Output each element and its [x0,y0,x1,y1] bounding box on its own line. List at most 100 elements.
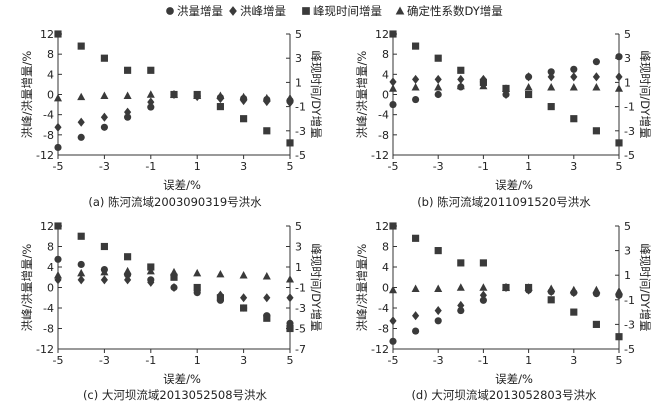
panel-caption: (b) 陈河流域2011091520号洪水 [417,195,591,209]
x-axis-label: 误差/% [163,372,201,386]
x-tick-label: 5 [287,160,294,173]
data-point-diamond [286,293,294,303]
data-point-circle [124,113,132,121]
data-point-triangle [146,90,155,98]
data-point-circle [592,58,600,66]
data-point-circle [77,133,85,141]
y-right-tick-label: -1 [624,101,635,114]
y-left-axis-label: 洪峰/洪量增量/% [355,51,369,139]
data-point-triangle [285,93,295,102]
data-point-triangle [614,286,624,295]
chart-panels: -5 -3 -1 1 3 5 -12 -8 -4 0 4 8 12 -5 -3 -1 1 3 5 洪峰/洪量增量/% 峰… [20,28,652,402]
data-point-triangle [434,284,443,292]
x-tick-label: 3 [240,354,247,367]
data-point-triangle [216,91,225,99]
data-point-square [77,232,85,240]
y-left-tick-label: 8 [382,241,389,254]
y-right-tick-label: 3 [624,245,631,258]
y-left-tick-label: 4 [47,261,54,274]
x-tick-label: -1 [145,354,156,367]
panel-caption: (d) 大河坝流域2013052803号洪水 [411,388,597,402]
data-point-triangle [262,272,271,280]
y-right-tick-label: -1 [624,294,635,307]
data-point-square [216,294,224,302]
data-point-diamond [170,282,178,293]
data-point-diamond [479,290,487,300]
y-left-tick-label: -4 [378,302,389,315]
y-right-tick-label: 1 [624,269,631,282]
y-left-tick-label: -8 [378,129,389,142]
y-left-tick-label: -4 [43,109,54,122]
data-point-square [147,66,155,74]
data-point-diamond [434,306,442,316]
chart-panel: -5 -3 -1 1 3 5 -12 -8 -4 0 4 8 12 -5 -3 -1 1 3 5 洪峰/洪量增量/% 峰… [20,28,323,209]
data-point-square [240,304,248,312]
x-tick-label: -3 [99,354,110,367]
data-point-diamond [434,74,442,84]
legend: 洪量增量 洪峰增量 峰现时间增量 确定性系数DY增量 [166,4,503,18]
data-point-triangle [524,83,533,91]
data-point-circle [434,317,442,325]
data-point-circle [389,101,397,109]
legend-marker-square [302,7,310,15]
data-point-triangle [100,267,109,276]
data-point-triangle [456,283,465,291]
x-tick-label: -3 [99,160,110,173]
data-point-square [615,139,623,147]
data-point-triangle [262,93,271,102]
data-point-circle [434,90,442,99]
data-point-square [615,333,623,341]
legend-marker-diamond [229,6,237,16]
y-right-axis-label: 峰现时间/DY增量 [309,243,323,331]
data-point-triangle [123,266,132,275]
y-right-tick-label: 1 [624,76,631,89]
x-tick-label: -3 [433,160,444,173]
data-point-triangle [193,91,202,99]
y-right-tick-label: 5 [295,220,302,233]
data-point-circle [54,143,62,152]
x-tick-label: 3 [570,354,577,367]
data-point-square [547,296,555,304]
x-tick-label: -1 [478,160,489,173]
data-point-circle [615,53,623,61]
y-left-tick-label: 0 [47,282,54,295]
y-right-tick-label: -7 [295,343,306,356]
y-right-tick-label: -5 [295,323,306,336]
data-point-triangle [479,283,488,291]
y-left-tick-label: 0 [382,89,389,102]
y-right-tick-label: -5 [295,149,306,162]
data-point-diamond [525,72,533,82]
data-point-diamond [124,275,132,285]
data-point-circle [570,65,578,73]
chart-panel: -5 -3 -1 1 3 5 -12 -8 -4 0 4 8 12 -7 -5 -3 -1 1 3 5 洪峰/洪量增量/… [20,220,323,402]
y-left-tick-label: -8 [43,129,54,142]
y-right-tick-label: -3 [295,125,306,138]
data-point-triangle [193,268,202,277]
data-point-triangle [456,81,465,90]
chart-panel: -5 -3 -1 1 3 5 -12 -8 -4 0 4 8 12 -5 -3 -1 1 3 5 洪峰/洪量增量/% 峰… [355,28,652,209]
y-left-tick-label: 4 [382,261,389,274]
x-tick-label: -5 [53,354,64,367]
data-point-triangle [123,91,132,99]
data-point-triangle [434,83,443,91]
x-tick-label: -1 [145,160,156,173]
data-point-diamond [457,74,465,84]
y-right-tick-label: -1 [295,101,306,114]
data-point-square [412,42,420,50]
x-tick-label: 1 [194,160,201,173]
data-point-diamond [412,74,420,84]
data-point-triangle [479,81,488,90]
y-right-tick-label: -1 [295,282,306,295]
data-point-square [100,242,108,251]
data-point-square [434,247,442,255]
data-point-triangle [216,269,225,278]
data-point-diamond [100,275,108,285]
data-point-circle [547,68,555,76]
data-point-square [124,66,132,74]
y-right-tick-label: 5 [624,28,631,41]
data-point-square [389,222,397,230]
x-axis-label: 误差/% [495,372,533,386]
x-tick-label: -5 [388,160,399,173]
x-tick-label: -1 [478,354,489,367]
y-right-tick-label: 3 [624,52,631,65]
